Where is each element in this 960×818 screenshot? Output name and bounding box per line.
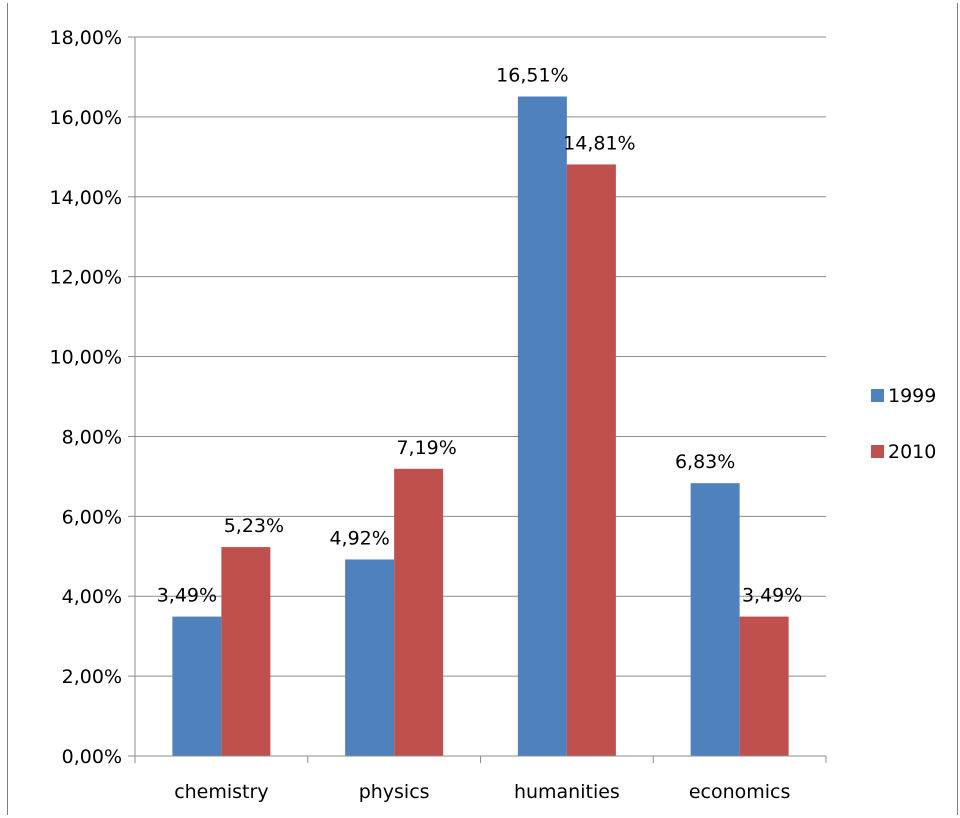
data-label: 7,19% bbox=[396, 437, 456, 459]
bar-1999-economics bbox=[690, 483, 740, 756]
data-label: 5,23% bbox=[224, 515, 284, 537]
x-category-label: humanities bbox=[514, 781, 620, 803]
y-tick-label: 2,00% bbox=[62, 666, 122, 688]
bar-2010-humanities bbox=[566, 164, 616, 756]
bar-2010-physics bbox=[394, 468, 444, 756]
y-tick-label: 12,00% bbox=[50, 267, 122, 289]
bar-1999-chemistry bbox=[172, 616, 222, 756]
x-category-label: physics bbox=[359, 781, 430, 803]
y-tick-label: 4,00% bbox=[62, 586, 122, 608]
y-tick-label: 18,00% bbox=[50, 27, 122, 49]
y-tick-label: 6,00% bbox=[62, 506, 122, 528]
bar-1999-physics bbox=[345, 559, 395, 756]
data-label: 3,49% bbox=[742, 585, 802, 607]
legend: 1999 2010 bbox=[871, 385, 936, 463]
data-label: 4,92% bbox=[329, 527, 389, 549]
y-tick-label: 8,00% bbox=[62, 426, 122, 448]
data-label: 6,83% bbox=[675, 451, 735, 473]
data-labels: 3,49% 5,23% 4,92% 7,19% 16,51% 14,81% 6,83% 3,4… bbox=[157, 65, 803, 607]
y-tick-label: 0,00% bbox=[62, 746, 122, 768]
bars bbox=[172, 96, 789, 757]
bar-2010-economics bbox=[739, 616, 789, 756]
legend-label: 1999 bbox=[888, 385, 936, 407]
chart-frame bbox=[7, 3, 958, 815]
y-tick-label: 14,00% bbox=[50, 187, 122, 209]
x-category-label: chemistry bbox=[174, 781, 268, 803]
x-axis: chemistry physics humanities economics bbox=[134, 755, 827, 803]
bar-1999-humanities bbox=[517, 96, 567, 757]
y-tick-label: 16,00% bbox=[50, 107, 122, 129]
y-axis: 0,00% 2,00% 4,00% 6,00% 8,00% 10,00% 12,00% 14,… bbox=[50, 27, 136, 768]
y-tick-label: 10,00% bbox=[50, 347, 122, 369]
legend-swatch-2010 bbox=[871, 445, 884, 458]
legend-swatch-1999 bbox=[871, 389, 884, 402]
data-label: 14,81% bbox=[563, 132, 635, 154]
legend-label: 2010 bbox=[888, 441, 936, 463]
bar-2010-chemistry bbox=[221, 547, 271, 756]
data-label: 3,49% bbox=[157, 585, 217, 607]
data-label: 16,51% bbox=[496, 65, 568, 87]
gridlines bbox=[135, 36, 826, 677]
x-category-label: economics bbox=[689, 781, 791, 803]
